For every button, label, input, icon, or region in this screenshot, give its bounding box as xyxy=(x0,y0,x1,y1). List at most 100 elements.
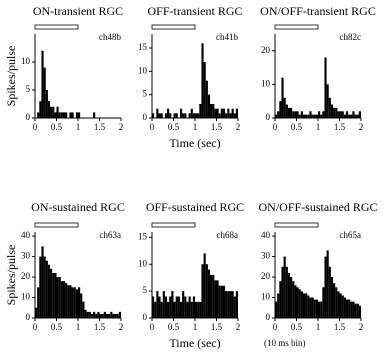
x-tick-label: 0 xyxy=(273,122,278,132)
bar xyxy=(343,114,346,118)
bar xyxy=(88,311,91,318)
stimulus-bar xyxy=(151,222,196,228)
bar xyxy=(330,104,334,118)
bar xyxy=(164,296,168,318)
bar xyxy=(203,253,206,318)
bar xyxy=(112,313,115,318)
bar xyxy=(227,108,230,118)
bar xyxy=(50,268,53,318)
bar xyxy=(302,114,306,118)
x-tick-label: 2 xyxy=(119,322,124,332)
bar xyxy=(354,303,357,318)
bar xyxy=(184,296,187,318)
bar xyxy=(285,104,288,118)
bar xyxy=(108,313,111,318)
bar xyxy=(307,114,310,118)
bar xyxy=(275,114,278,118)
bar xyxy=(103,311,106,318)
bar xyxy=(41,50,44,118)
x-tick-label: 2 xyxy=(236,122,241,132)
bar xyxy=(201,43,204,119)
panel-title: ON-sustained RGC xyxy=(31,200,125,214)
x-tick-label: 0 xyxy=(150,322,155,332)
bar xyxy=(287,107,291,118)
bar xyxy=(309,111,312,118)
x-tick-label: 1 xyxy=(316,322,321,332)
bar xyxy=(309,297,312,318)
bar xyxy=(175,296,178,318)
bar xyxy=(214,108,217,118)
x-axis-label: Time (sec) xyxy=(169,336,220,350)
bar xyxy=(218,113,221,118)
panel-title: ON/OFF-sustained RGC xyxy=(258,200,377,214)
x-tick-label: 0 xyxy=(150,122,155,132)
bar xyxy=(305,114,308,118)
bar xyxy=(345,111,349,118)
bar xyxy=(326,84,329,118)
bar xyxy=(43,256,46,318)
bar xyxy=(158,113,161,118)
bar xyxy=(86,311,89,318)
bar xyxy=(82,301,85,318)
x-axis-label: Time (sec) xyxy=(169,136,220,150)
panel-title: ON-transient RGC xyxy=(33,4,123,18)
bar xyxy=(173,301,176,318)
bar xyxy=(45,260,48,318)
bar xyxy=(199,104,202,118)
y-tick-label: 5 xyxy=(26,84,31,94)
bar xyxy=(169,113,172,118)
panel-title: OFF-sustained RGC xyxy=(146,200,244,214)
bar xyxy=(195,113,198,118)
bar xyxy=(352,111,355,118)
bar xyxy=(75,289,78,318)
bar xyxy=(45,90,48,118)
bar xyxy=(298,289,301,318)
y-tick-label: 20 xyxy=(261,45,271,55)
bar xyxy=(62,281,66,318)
bar xyxy=(110,311,113,318)
bar xyxy=(313,114,316,118)
bar xyxy=(279,281,282,318)
bar xyxy=(188,296,191,318)
channel-label: ch82c xyxy=(340,32,362,42)
bar xyxy=(339,111,342,118)
bar xyxy=(43,67,46,118)
bar xyxy=(318,301,321,318)
x-tick-label: 1.5 xyxy=(211,122,223,132)
bar xyxy=(205,80,208,118)
bar xyxy=(220,285,223,318)
bar xyxy=(105,313,109,318)
bar xyxy=(322,111,325,118)
bar xyxy=(285,266,288,318)
bar xyxy=(277,293,280,318)
bar xyxy=(78,287,81,318)
bar xyxy=(197,113,200,118)
bar xyxy=(330,277,334,318)
bar xyxy=(231,108,234,118)
bar xyxy=(320,114,323,118)
bar xyxy=(50,106,53,118)
bar xyxy=(56,277,59,318)
channel-label: ch41b xyxy=(216,32,238,42)
bar xyxy=(337,111,340,118)
x-tick-label: 2 xyxy=(119,122,124,132)
bar xyxy=(212,275,215,318)
y-tick-label: 5 xyxy=(143,89,148,99)
bar xyxy=(47,101,51,118)
bar xyxy=(167,301,170,318)
y-tick-label: 15 xyxy=(138,42,148,52)
bar xyxy=(154,301,157,318)
x-tick-label: 0.5 xyxy=(291,122,303,132)
bar xyxy=(283,97,286,118)
bar xyxy=(58,277,61,318)
bar xyxy=(182,113,185,118)
bar xyxy=(84,309,87,318)
bar xyxy=(114,313,117,318)
bar xyxy=(97,311,100,318)
bar xyxy=(318,111,321,118)
bar xyxy=(358,111,361,118)
bar xyxy=(67,285,70,318)
bar xyxy=(39,101,42,118)
bar xyxy=(296,111,299,118)
bar xyxy=(337,291,340,318)
